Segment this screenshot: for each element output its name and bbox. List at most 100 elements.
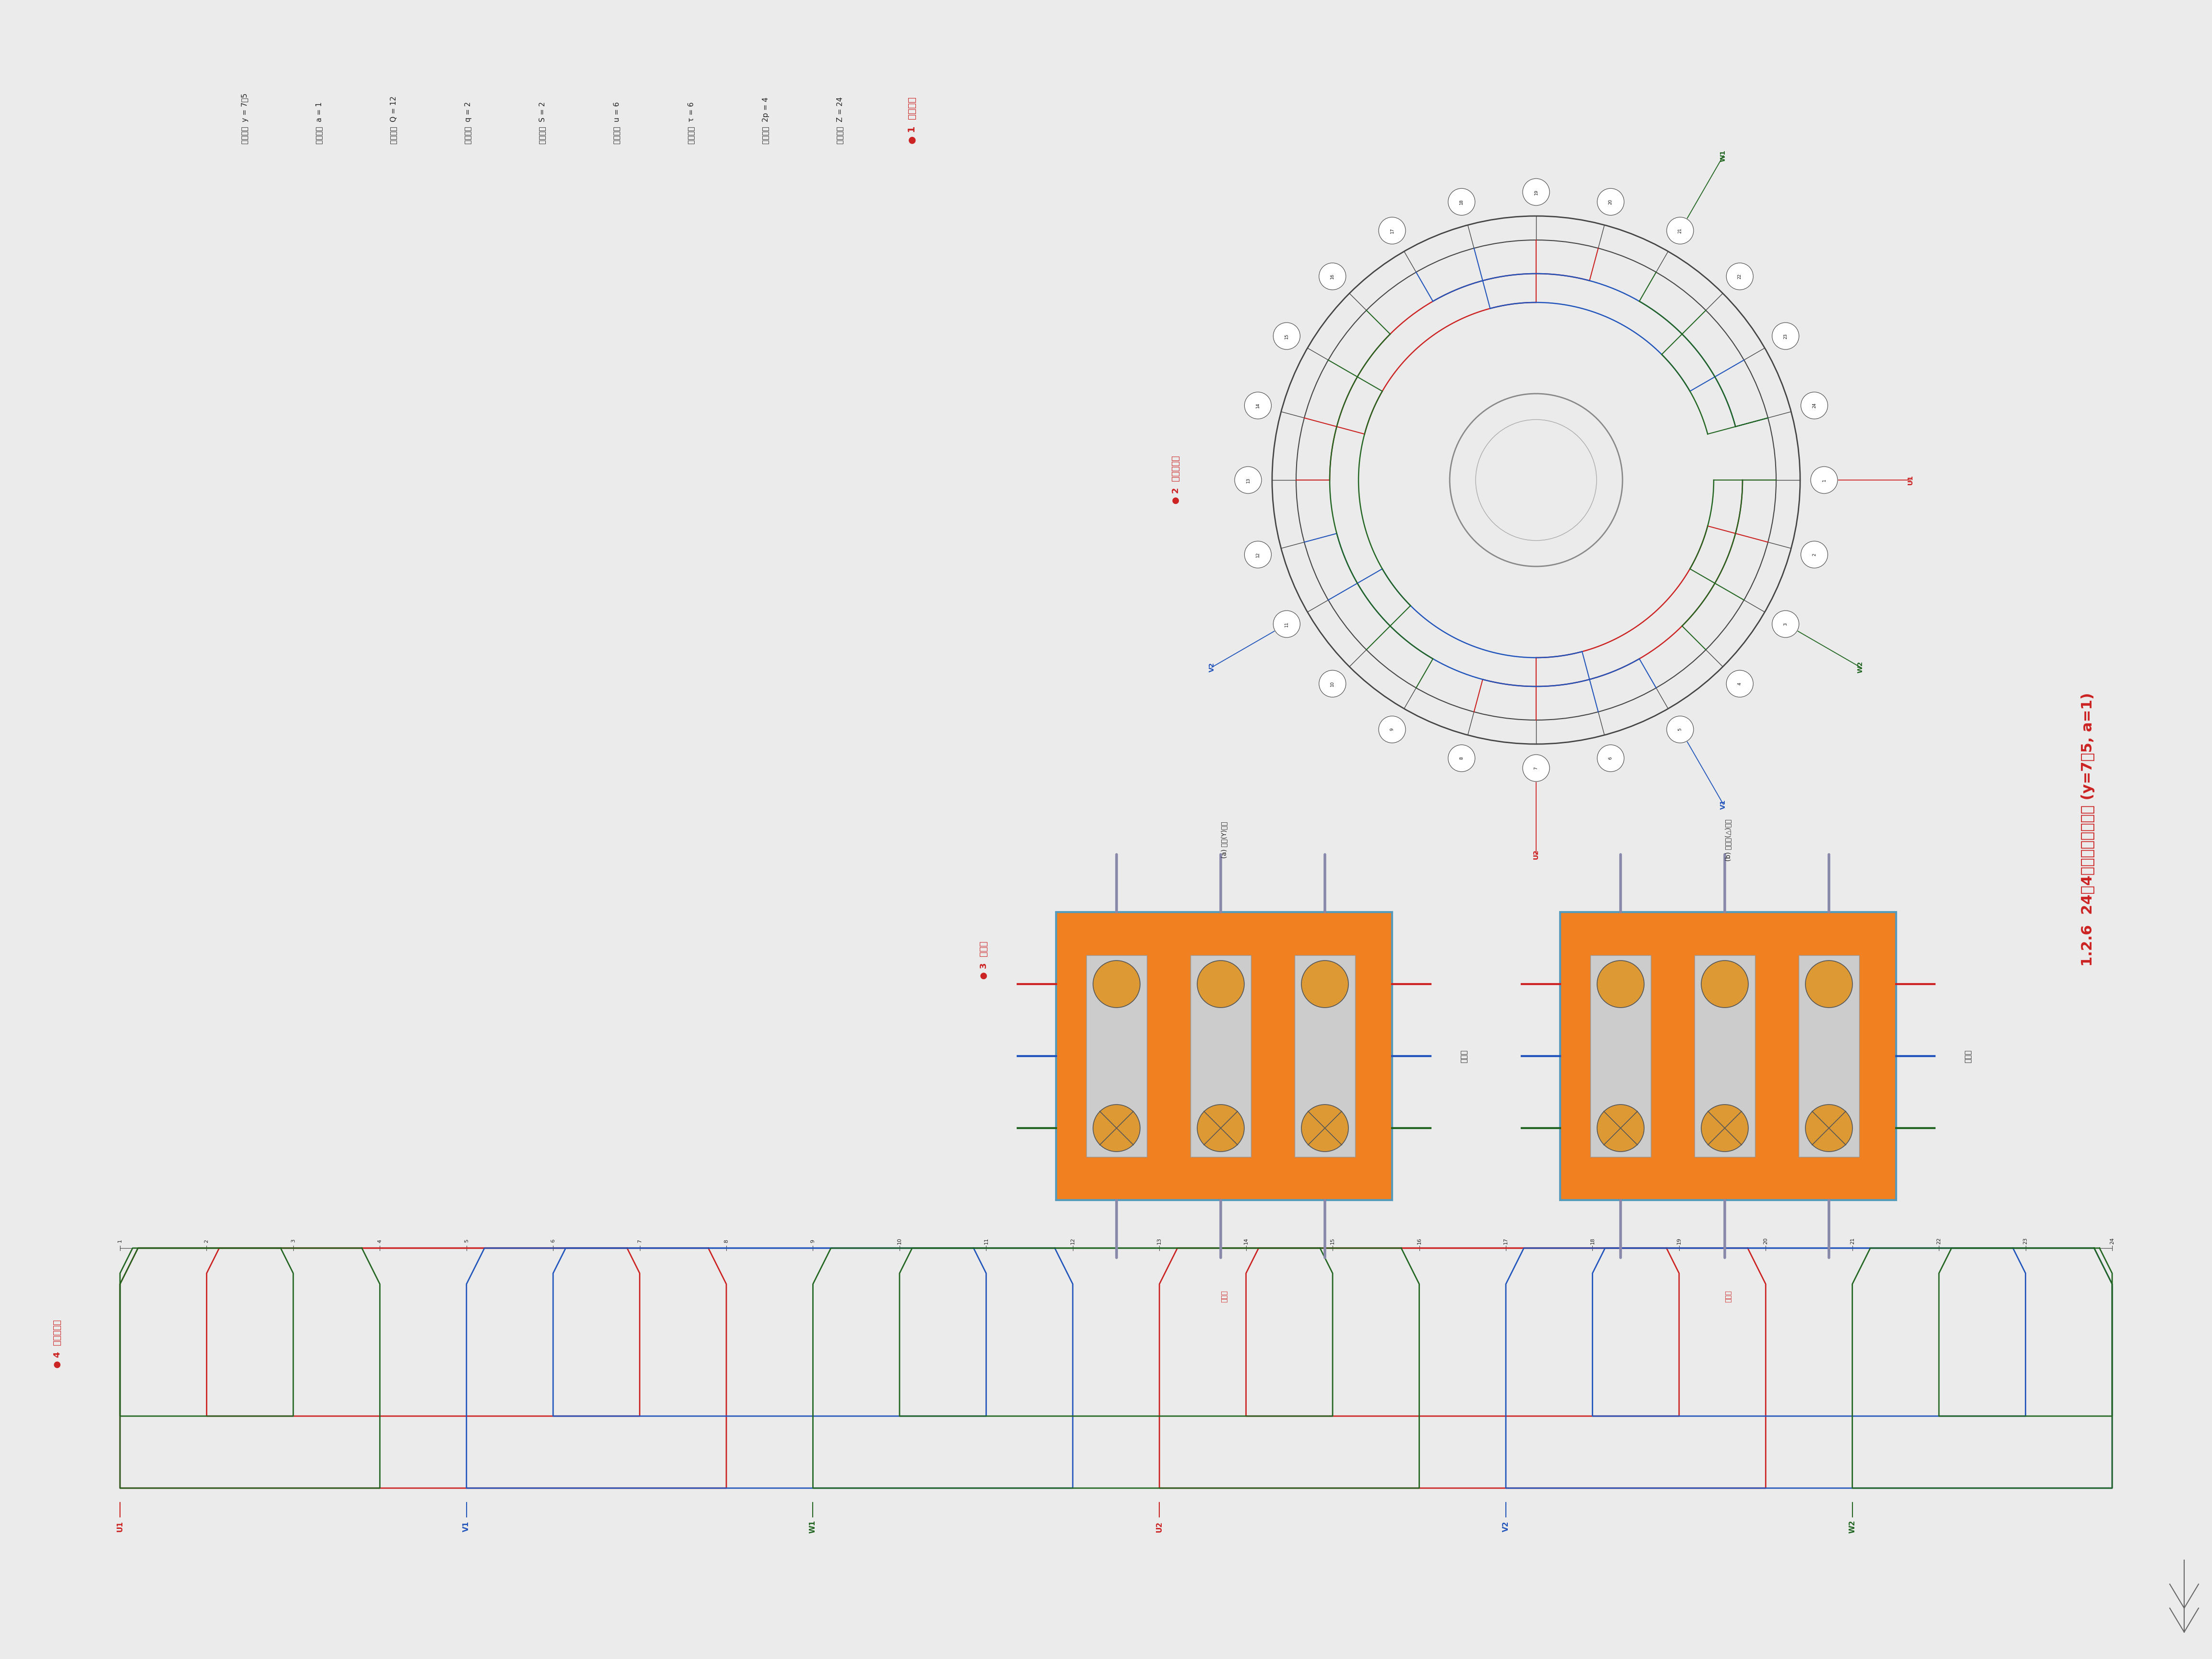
Text: W2: W2 [1849,1520,1856,1533]
Circle shape [1725,262,1754,290]
Text: 15: 15 [1285,333,1290,338]
Text: 11: 11 [1285,620,1290,627]
Circle shape [1093,1105,1139,1151]
Text: 定子槽数  Z = 24: 定子槽数 Z = 24 [836,96,843,144]
Text: 22: 22 [1739,274,1741,279]
Text: 10: 10 [898,1238,902,1244]
Text: 15: 15 [1329,1238,1336,1244]
Text: 1: 1 [117,1239,122,1243]
Text: 2: 2 [204,1239,208,1243]
Text: 24: 24 [2110,1238,2115,1244]
Text: 接线盒: 接线盒 [1964,1050,1971,1063]
Text: 电源线: 电源线 [1221,1291,1228,1302]
Circle shape [1274,322,1301,350]
Text: 接线盒: 接线盒 [1460,1050,1469,1063]
Circle shape [1197,1105,1245,1151]
Circle shape [1301,1105,1349,1151]
Circle shape [1318,262,1345,290]
Text: 14: 14 [1243,1238,1248,1244]
Text: 电机极数  2p = 4: 电机极数 2p = 4 [763,98,770,144]
Circle shape [1701,961,1747,1007]
Text: 每组圈数  S = 2: 每组圈数 S = 2 [540,101,546,144]
Circle shape [1772,611,1798,637]
Circle shape [1522,179,1551,206]
Circle shape [1245,392,1272,420]
Text: 12: 12 [1071,1238,1075,1244]
Polygon shape [1798,956,1858,1156]
Text: 3: 3 [1783,622,1787,625]
Text: 6: 6 [551,1239,555,1243]
Text: 8: 8 [723,1239,728,1243]
Text: 总线圈数  Q = 12: 总线圈数 Q = 12 [389,96,398,144]
Circle shape [1801,541,1827,567]
Polygon shape [1055,912,1391,1199]
Text: 5: 5 [465,1239,469,1243]
Circle shape [1812,466,1838,493]
Text: ● 4  绕组展开图: ● 4 绕组展开图 [53,1321,62,1369]
Text: ● 2  绕组端面图: ● 2 绕组端面图 [1172,456,1181,504]
Text: U2: U2 [1157,1521,1164,1531]
Circle shape [1197,961,1245,1007]
Text: 2: 2 [1812,552,1816,556]
Text: 16: 16 [1418,1238,1422,1244]
Circle shape [1666,717,1694,743]
Circle shape [1449,745,1475,771]
Text: 14: 14 [1256,403,1261,408]
Text: V2: V2 [1502,1521,1509,1531]
Circle shape [1378,717,1405,743]
Text: 23: 23 [1783,333,1787,338]
Circle shape [1597,745,1624,771]
Text: ● 3  接线盒: ● 3 接线盒 [980,941,989,979]
Text: 10: 10 [1329,680,1334,687]
Text: 9: 9 [1389,728,1394,732]
Polygon shape [1190,956,1252,1156]
Text: ● 1  绕组数据: ● 1 绕组数据 [907,96,916,144]
Circle shape [1701,1105,1747,1151]
Circle shape [1245,541,1272,567]
Circle shape [1597,189,1624,216]
Circle shape [1805,961,1851,1007]
Circle shape [1725,670,1754,697]
Text: U2: U2 [1533,849,1540,859]
Text: 8: 8 [1460,757,1464,760]
Text: 20: 20 [1608,199,1613,204]
Circle shape [1597,1105,1644,1151]
Text: 18: 18 [1460,199,1464,204]
Text: 4: 4 [1739,682,1741,685]
Text: V1: V1 [462,1521,471,1531]
Text: 17: 17 [1504,1238,1509,1244]
Text: 21: 21 [1849,1238,1854,1244]
Circle shape [1449,189,1475,216]
Circle shape [1234,466,1261,493]
Text: 3: 3 [290,1239,296,1243]
Circle shape [1301,961,1349,1007]
Text: 线圈组数  u = 6: 线圈组数 u = 6 [613,101,619,144]
Text: 19: 19 [1677,1238,1681,1244]
Polygon shape [1294,956,1356,1156]
Text: 线圈极距  τ = 6: 线圈极距 τ = 6 [688,101,695,144]
Text: 12: 12 [1256,552,1261,557]
Circle shape [1801,392,1827,420]
Text: 22: 22 [1936,1238,1942,1244]
Polygon shape [1086,956,1146,1156]
Circle shape [1772,322,1798,350]
Text: 1: 1 [1823,479,1827,481]
Text: 17: 17 [1389,227,1394,234]
Text: 11: 11 [984,1238,989,1244]
Text: U1: U1 [117,1521,124,1531]
Text: 19: 19 [1533,189,1537,194]
Text: W1: W1 [1721,149,1728,163]
Circle shape [1597,961,1644,1007]
Text: 极相槽数  q = 2: 极相槽数 q = 2 [465,101,471,144]
Text: 并联路数  a = 1: 并联路数 a = 1 [316,101,323,144]
Text: 23: 23 [2024,1238,2028,1244]
Polygon shape [1559,912,1896,1199]
Text: V1: V1 [1721,800,1728,810]
Text: 7: 7 [1533,766,1537,770]
Text: 18: 18 [1590,1238,1595,1244]
Text: 9: 9 [810,1239,816,1243]
Text: 线圈节距  y = 7、5: 线圈节距 y = 7、5 [241,93,248,144]
Circle shape [1318,670,1345,697]
Circle shape [1522,755,1551,781]
Text: 7: 7 [637,1239,641,1243]
